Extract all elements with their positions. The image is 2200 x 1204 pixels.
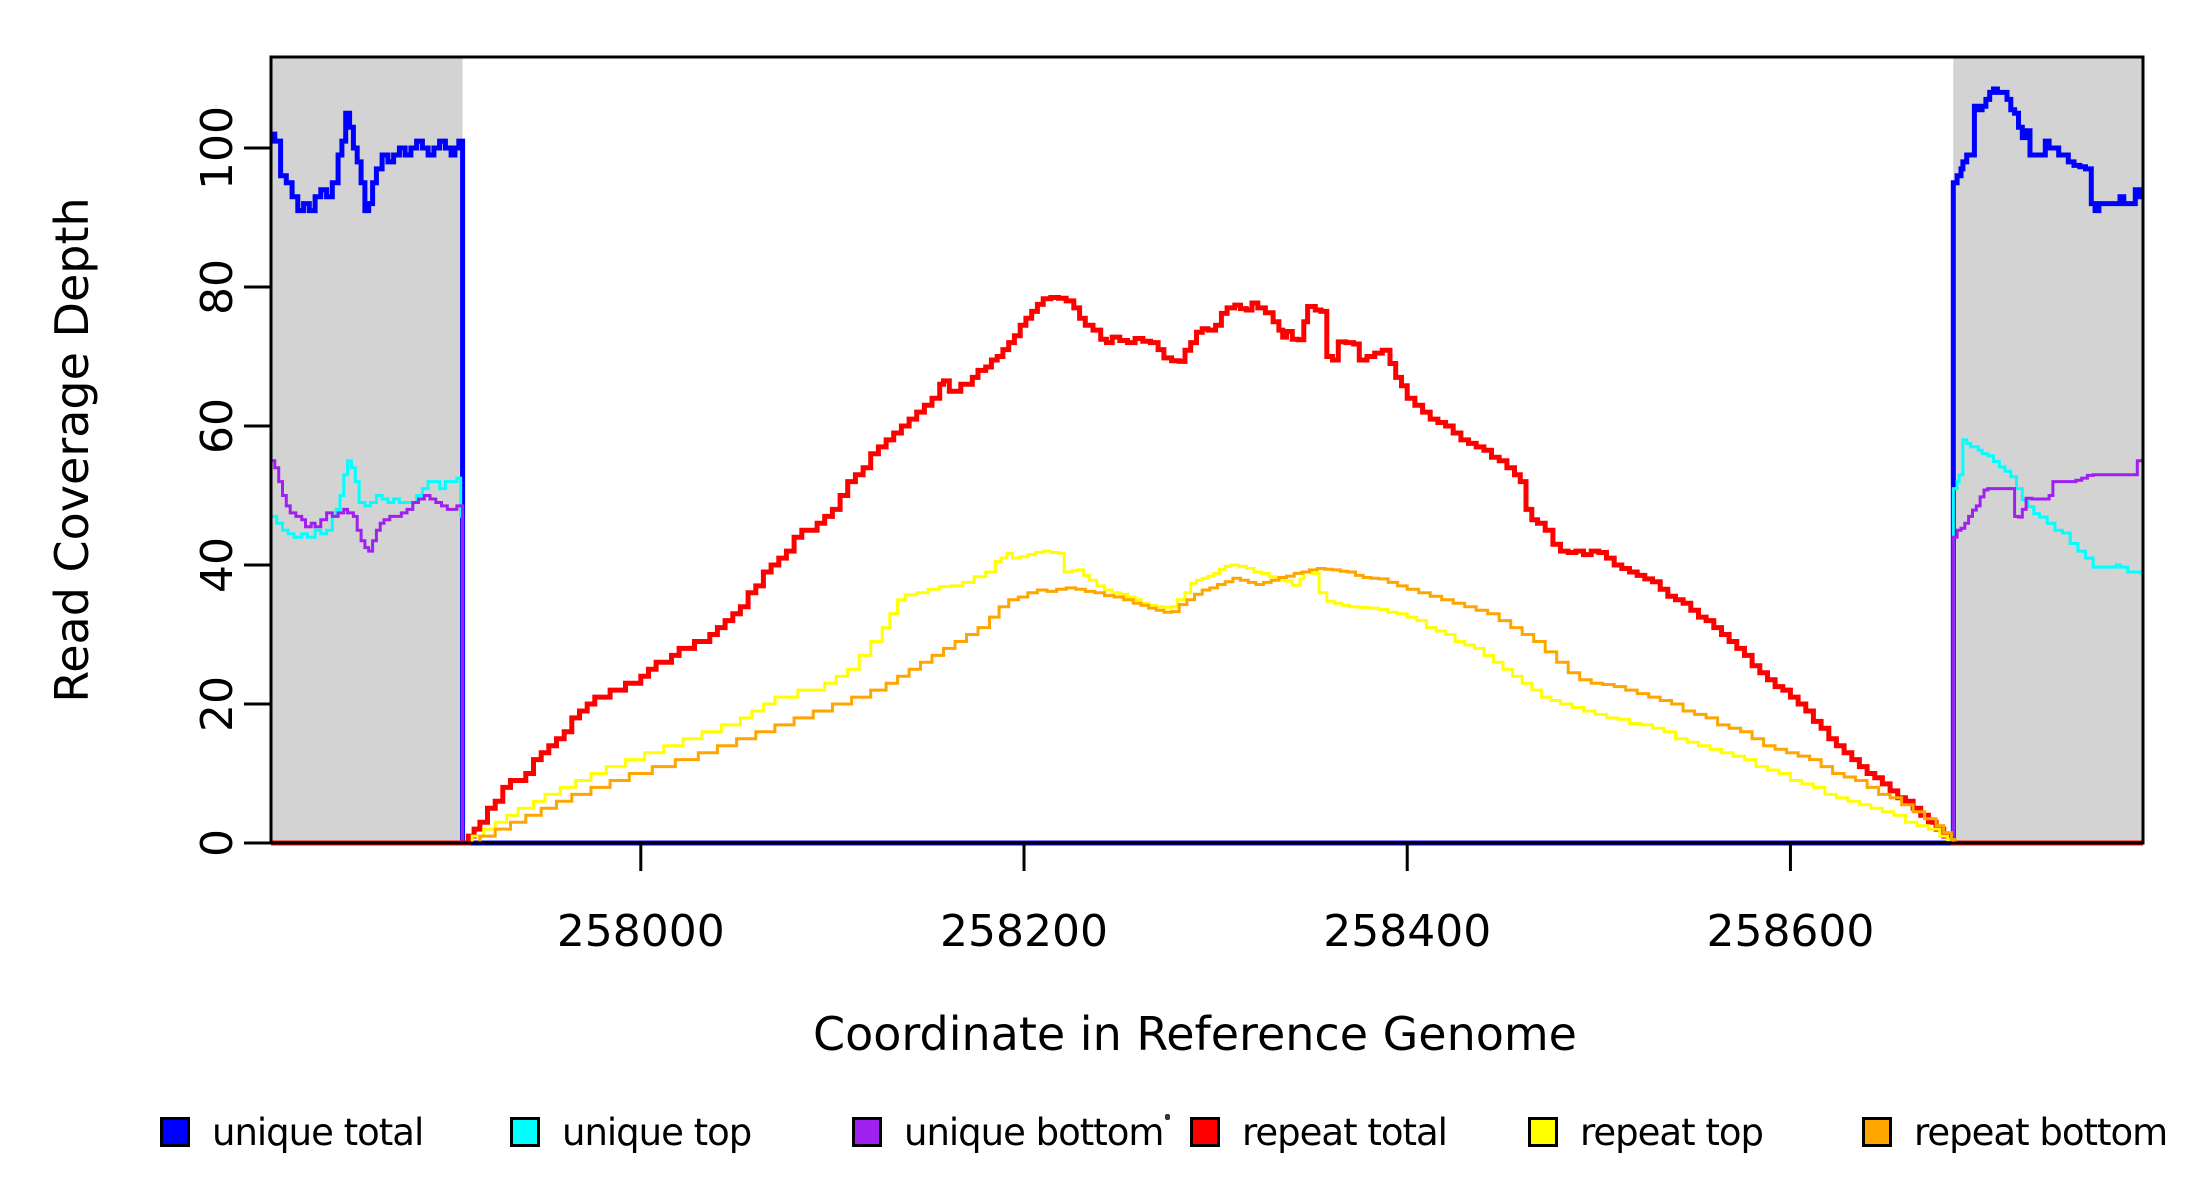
y-tick-label-0: 0	[192, 829, 243, 857]
y-tick-label-20: 20	[192, 676, 243, 732]
legend-label: repeat bottom	[1914, 1110, 2168, 1154]
legend-item-unique-total: unique total	[160, 1108, 424, 1156]
y-tick-label-40: 40	[192, 537, 243, 593]
y-tick-label-100: 100	[192, 106, 243, 190]
shaded-region-0	[271, 57, 463, 843]
series-repeat-total	[271, 295, 2143, 846]
legend-label: repeat total	[1242, 1110, 1448, 1154]
x-tick-label-258200: 258200	[940, 906, 1108, 957]
legend-swatch-unique-total	[160, 1117, 190, 1147]
legend-label: repeat top	[1580, 1110, 1764, 1154]
x-tick-label-258400: 258400	[1323, 906, 1491, 957]
legend-swatch-repeat-total	[1190, 1117, 1220, 1147]
legend-item-unique-bottom: unique bottom	[852, 1108, 1164, 1156]
legend-label: unique total	[212, 1110, 424, 1154]
x-tick-label-258000: 258000	[557, 906, 725, 957]
legend-label: unique top	[562, 1110, 752, 1154]
legend-item-repeat-total: repeat total	[1190, 1108, 1448, 1156]
stray-dot	[1165, 1114, 1170, 1120]
y-tick-label-80: 80	[192, 259, 243, 315]
series-repeat-bottom	[271, 567, 2143, 845]
legend-item-unique-top: unique top	[510, 1108, 752, 1156]
legend-item-repeat-bottom: repeat bottom	[1862, 1108, 2168, 1156]
shaded-region-1	[1953, 57, 2143, 843]
series-unique-top	[271, 438, 2145, 845]
legend-swatch-repeat-top	[1528, 1117, 1558, 1147]
x-axis-title: Coordinate in Reference Genome	[813, 1007, 1577, 1061]
legend-swatch-unique-top	[510, 1117, 540, 1147]
series-unique-bottom	[271, 459, 2143, 845]
legend-item-repeat-top: repeat top	[1528, 1108, 1764, 1156]
chart-legend: unique total unique top unique bottom repea…	[0, 1108, 2200, 1168]
series-repeat-top	[271, 549, 2143, 845]
x-tick-label-258600: 258600	[1706, 906, 1874, 957]
legend-label: unique bottom	[904, 1110, 1164, 1154]
y-axis-title: Read Coverage Depth	[45, 197, 99, 702]
plot-box	[269, 55, 2145, 845]
y-tick-label-60: 60	[192, 398, 243, 454]
series-unique-total	[271, 86, 2143, 846]
legend-swatch-repeat-bottom	[1862, 1117, 1892, 1147]
legend-swatch-unique-bottom	[852, 1117, 882, 1147]
